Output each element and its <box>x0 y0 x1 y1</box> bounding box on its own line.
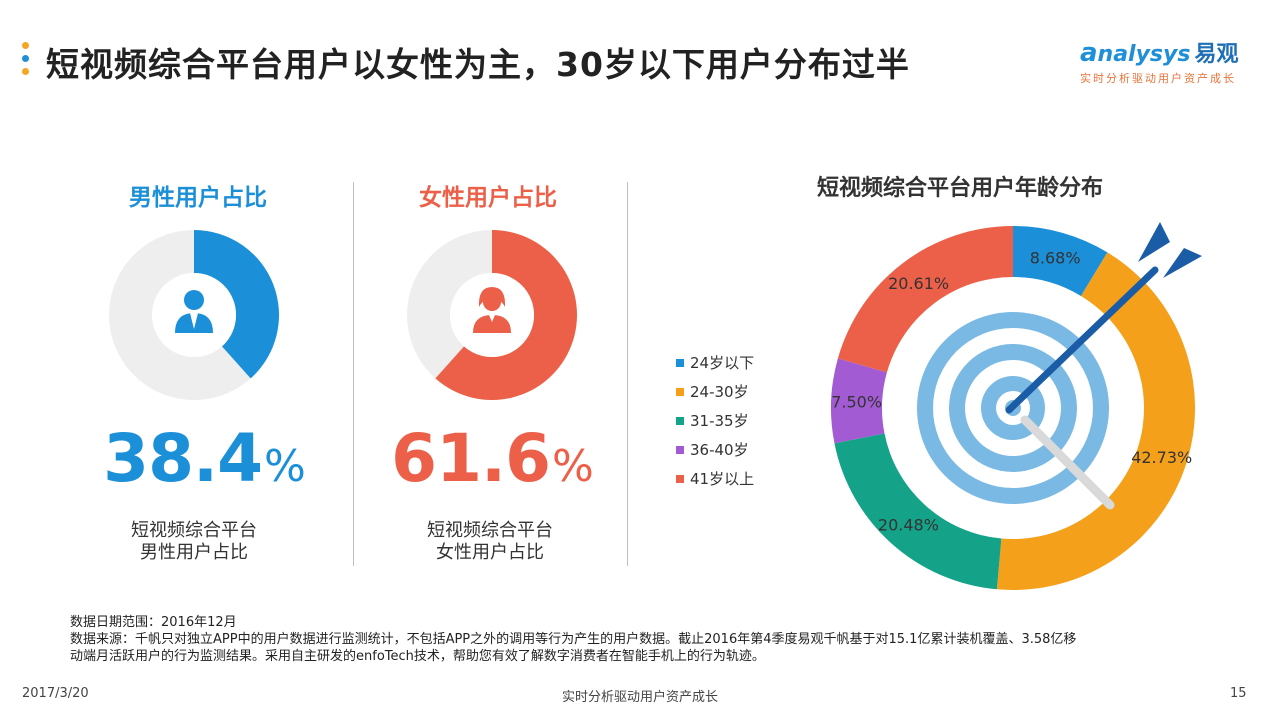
legend-swatch <box>676 416 684 425</box>
female-panel-title: 女性用户占比 <box>419 185 557 211</box>
legend-swatch <box>676 445 684 454</box>
age-distribution-donut: 8.68% 42.73% 20.48% 7.50% 20.61% <box>831 222 1202 590</box>
age-slice <box>1013 226 1108 297</box>
male-ratio-donut <box>109 230 279 400</box>
legend-item: 41岁以上 <box>676 464 754 493</box>
age-chart-title: 短视频综合平台用户年龄分布 <box>816 176 1103 201</box>
age-slice-label: 20.48% <box>878 515 939 534</box>
age-slice <box>834 433 1002 590</box>
arrow-icon <box>1005 222 1202 414</box>
legend-label: 31-35岁 <box>690 412 749 430</box>
age-slice-label: 8.68% <box>1030 248 1081 267</box>
footer-notes: 数据日期范围：2016年12月 数据来源：千帆只对独立APP中的用户数据进行监测… <box>70 614 1220 665</box>
divider <box>627 182 628 566</box>
female-caption-line: 女性用户占比 <box>436 542 544 563</box>
male-percentage-sign: % <box>264 441 306 492</box>
age-slice <box>996 252 1195 590</box>
male-percentage-value: 38.4 <box>103 420 263 497</box>
logo-name-cn: 易观 <box>1194 42 1239 67</box>
age-slice <box>831 358 887 444</box>
female-percentage-sign: % <box>552 441 594 492</box>
legend-swatch <box>676 474 684 483</box>
donut-slice <box>435 230 577 401</box>
donut-slice <box>194 230 279 379</box>
logo-a-glyph: a <box>1080 38 1098 68</box>
legend-label: 41岁以上 <box>690 470 755 488</box>
female-caption: 短视频综合平台 女性用户占比 <box>380 520 600 564</box>
male-percentage: 38.4% <box>84 420 324 497</box>
male-caption: 短视频综合平台 男性用户占比 <box>84 520 304 564</box>
legend-item: 24岁以下 <box>676 348 754 377</box>
legend-label: 24-30岁 <box>690 383 749 401</box>
data-source-line: 数据来源：千帆只对独立APP中的用户数据进行监测统计，不包括APP之外的调用等行… <box>70 632 1077 647</box>
bullet-dot <box>22 42 29 49</box>
female-percentage: 61.6% <box>372 420 612 497</box>
footer-tagline: 实时分析驱动用户资产成长 <box>561 690 718 705</box>
legend-item: 31-35岁 <box>676 406 754 435</box>
logo-name: nalysys <box>1097 42 1191 67</box>
male-caption-line: 男性用户占比 <box>140 542 248 563</box>
title-bullet-dots <box>22 42 32 81</box>
donut-remainder-slice <box>109 230 251 400</box>
female-percentage-value: 61.6 <box>391 420 551 497</box>
bullet-dot <box>22 68 29 75</box>
page-number: 15 <box>1230 686 1247 701</box>
divider <box>353 182 354 566</box>
footer-date: 2017/3/20 <box>22 686 89 701</box>
age-legend: 24岁以下 24-30岁 31-35岁 36-40岁 41岁以上 <box>676 348 754 493</box>
legend-label: 24岁以下 <box>690 354 755 372</box>
male-user-icon <box>175 290 213 333</box>
female-caption-line: 短视频综合平台 <box>427 520 553 541</box>
age-slice-label: 7.50% <box>831 393 882 412</box>
female-user-icon <box>473 287 511 333</box>
data-date-range: 数据日期范围：2016年12月 <box>70 615 237 630</box>
donut-remainder-slice <box>407 230 492 379</box>
bullet-dot <box>22 55 29 62</box>
age-slice-label: 42.73% <box>1131 448 1192 467</box>
analysys-logo: analysys 易观 实时分析驱动用户资产成长 <box>1080 36 1250 86</box>
age-slice <box>837 226 1013 373</box>
legend-item: 36-40岁 <box>676 435 754 464</box>
legend-label: 36-40岁 <box>690 441 749 459</box>
male-panel-title: 男性用户占比 <box>129 185 267 211</box>
male-caption-line: 短视频综合平台 <box>131 520 257 541</box>
page-title: 短视频综合平台用户以女性为主，30岁以下用户分布过半 <box>46 45 910 84</box>
logo-tagline: 实时分析驱动用户资产成长 <box>1080 72 1236 85</box>
data-source-line: 动端月活跃用户的行为监测结果。采用自主研发的enfoTech技术，帮助您有效了解… <box>70 649 765 664</box>
female-ratio-donut <box>407 230 577 401</box>
legend-item: 24-30岁 <box>676 377 754 406</box>
legend-swatch <box>676 387 684 396</box>
age-slice-label: 20.61% <box>888 274 949 293</box>
legend-swatch <box>676 358 684 367</box>
